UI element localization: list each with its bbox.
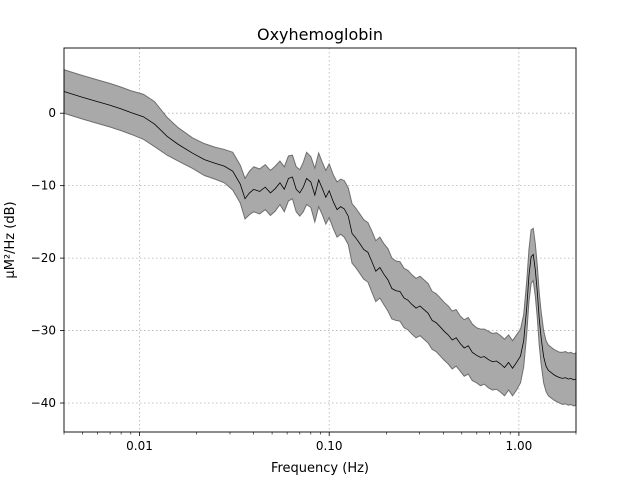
plot-frame <box>63 47 577 433</box>
y-tick-label: −40 <box>31 396 56 410</box>
x-tick-label: 0.10 <box>316 439 343 453</box>
x-tick-label: 0.01 <box>126 439 153 453</box>
x-tick-label: 1.00 <box>506 439 533 453</box>
y-tick-label: −10 <box>31 179 56 193</box>
x-axis-label: Frequency (Hz) <box>271 461 369 476</box>
y-tick-label: −30 <box>31 324 56 338</box>
chart-title: Oxyhemoglobin <box>257 25 383 44</box>
y-axis-label: µM²/Hz (dB) <box>3 201 18 278</box>
y-tick-label: −20 <box>31 251 56 265</box>
confidence-band <box>63 69 577 407</box>
mean-psd-line <box>63 91 577 381</box>
plot-area <box>63 69 577 407</box>
axes: 0.01 0.10 1.00 0 −10 −20 −30 −40 <box>31 47 577 453</box>
y-tick-label: 0 <box>48 106 56 120</box>
